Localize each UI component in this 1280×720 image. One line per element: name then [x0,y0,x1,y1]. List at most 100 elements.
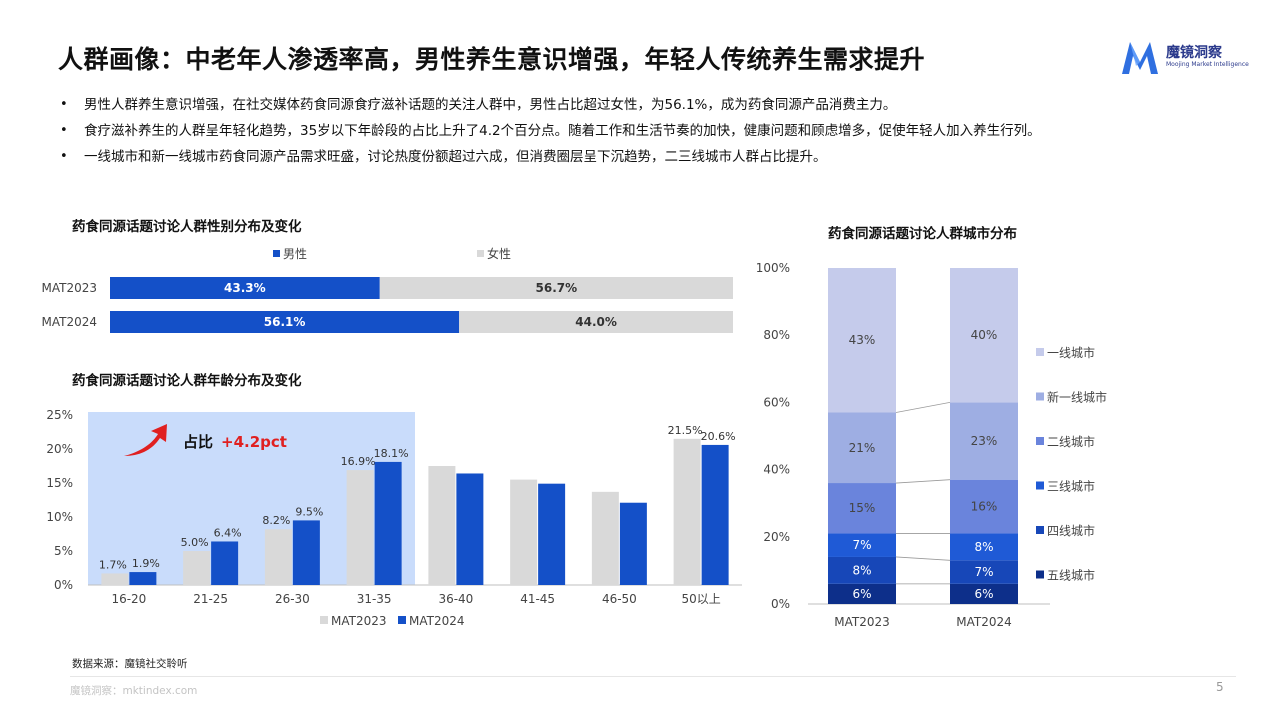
page-title: 人群画像：中老年人渗透率高，男性养生意识增强，年轻人传统养生需求提升 [58,45,926,74]
bar [264,529,292,585]
bullet-item: 男性人群养生意识增强，在社交媒体药食同源食疗滋补话题的关注人群中，男性占比超过女… [60,97,1090,113]
data-label: 7% [974,565,993,579]
bar [456,473,484,585]
annotation-value: +4.2pct [221,433,287,451]
city-chart-title: 药食同源话题讨论人群城市分布 [828,226,1017,242]
connector-line [895,556,951,561]
bar [701,444,729,585]
age-chart: 0% 5% 10% 15% 20% 25% 1.7% 1.9% 16-20 5.0% 6.4% 21-… [46,408,742,628]
data-label: 21% [849,441,876,455]
data-label: 6.4% [214,526,242,539]
page-number: 5 [1216,680,1224,694]
legend-label: 新一线城市 [1047,390,1107,405]
y-tick-label: 40% [763,463,790,477]
footer-text: 魔镜洞察：mktindex.com [70,685,198,697]
y-tick-label: 0% [771,597,790,611]
y-tick-label: 80% [763,328,790,342]
legend-label: 四线城市 [1047,523,1095,538]
x-tick-label: 36-40 [438,592,473,606]
bar-segment [950,479,1018,534]
data-label: 20.6% [701,430,736,443]
legend-swatch [1036,526,1044,534]
bar [591,491,619,585]
data-label: 23% [971,434,998,448]
legend-label: 二线城市 [1047,434,1095,449]
y-tick-label: 10% [46,510,73,524]
data-label: 9.5% [295,505,323,518]
legend-label: 五线城市 [1047,568,1095,583]
x-tick-label: 16-20 [111,592,146,606]
legend-swatch [398,616,406,624]
data-label: 5.0% [181,536,209,549]
data-label: 21.5% [668,424,703,437]
annotation-label: 占比 [183,433,213,451]
logo-m-icon [1122,42,1158,74]
bullet-list: 男性人群养生意识增强，在社交媒体药食同源食疗滋补话题的关注人群中，男性占比超过女… [60,97,1090,175]
y-tick-label: 20% [763,530,790,544]
data-label: 16.9% [341,455,376,468]
bar [428,466,456,585]
data-label: 8% [852,563,871,577]
footer-divider [70,676,1236,677]
bar-segment [828,483,896,534]
bar-segment [110,311,460,333]
age-chart-title: 药食同源话题讨论人群年龄分布及变化 [72,373,302,389]
x-tick-label: 41-45 [520,592,555,606]
bar-segment [828,583,896,604]
legend-swatch [273,250,280,257]
legend-label: 一线城市 [1047,345,1095,360]
data-label: 56.7% [536,281,578,295]
bar-segment [828,556,896,584]
bar-segment [828,268,896,413]
bar-segment [459,311,733,333]
data-label: 8.2% [262,514,290,527]
x-tick-label: 21-25 [193,592,228,606]
bar [673,438,701,585]
legend-label: 三线城市 [1047,479,1095,494]
data-label: 16% [971,500,998,514]
x-tick-label: MAT2023 [834,615,890,629]
y-tick-label: 5% [54,544,73,558]
x-tick-label: 31-35 [357,592,392,606]
y-tick-label: 0% [54,578,73,592]
bar [374,461,402,585]
x-tick-label: MAT2024 [956,615,1012,629]
bullet-item: 一线城市和新一线城市药食同源产品需求旺盛，讨论热度份额超过六成，但消费圈层呈下沉… [60,149,1090,165]
bar [292,520,320,585]
bar [346,470,374,585]
y-tick-label: 100% [756,261,790,275]
gender-chart: 男性 女性 MAT2023 43.3% 56.7% MAT2024 56.1% 44.0% [42,246,733,333]
bar [619,502,647,585]
bar [538,483,566,585]
bar-segment [828,533,896,557]
category-label: MAT2023 [42,281,98,295]
bar-segment [379,277,733,299]
data-label: 44.0% [575,315,617,329]
legend-swatch [1036,570,1044,579]
data-label: 15% [849,501,876,515]
bar-segment [950,583,1018,604]
connector-line [895,402,951,413]
legend-swatch [1036,392,1044,401]
bar [129,572,157,585]
legend-label: MAT2023 [331,614,387,628]
y-tick-label: 60% [763,395,790,409]
data-label: 6% [852,587,871,601]
data-label: 7% [852,538,871,552]
trend-arrow-icon [124,424,167,456]
legend-label: 男性 [283,247,307,261]
y-tick-label: 15% [46,476,73,490]
y-tick-label: 25% [46,408,73,422]
bullet-item: 食疗滋补养生的人群呈年轻化趋势，35岁以下年龄段的占比上升了4.2个百分点。随着… [60,123,1090,139]
logo-name: 魔镜洞察 [1166,45,1222,61]
bar-segment [110,277,380,299]
brand-logo: 魔镜洞察 Moojing Market Intelligence [1118,38,1249,78]
bar-segment [950,268,1018,403]
bar [211,541,239,585]
data-label: 6% [974,587,993,601]
legend-swatch [1036,348,1044,356]
data-source: 数据来源：魔镜社交聆听 [72,658,188,670]
logo-subtitle: Moojing Market Intelligence [1166,61,1249,68]
x-tick-label: 46-50 [602,592,637,606]
gender-chart-title: 药食同源话题讨论人群性别分布及变化 [72,219,302,235]
